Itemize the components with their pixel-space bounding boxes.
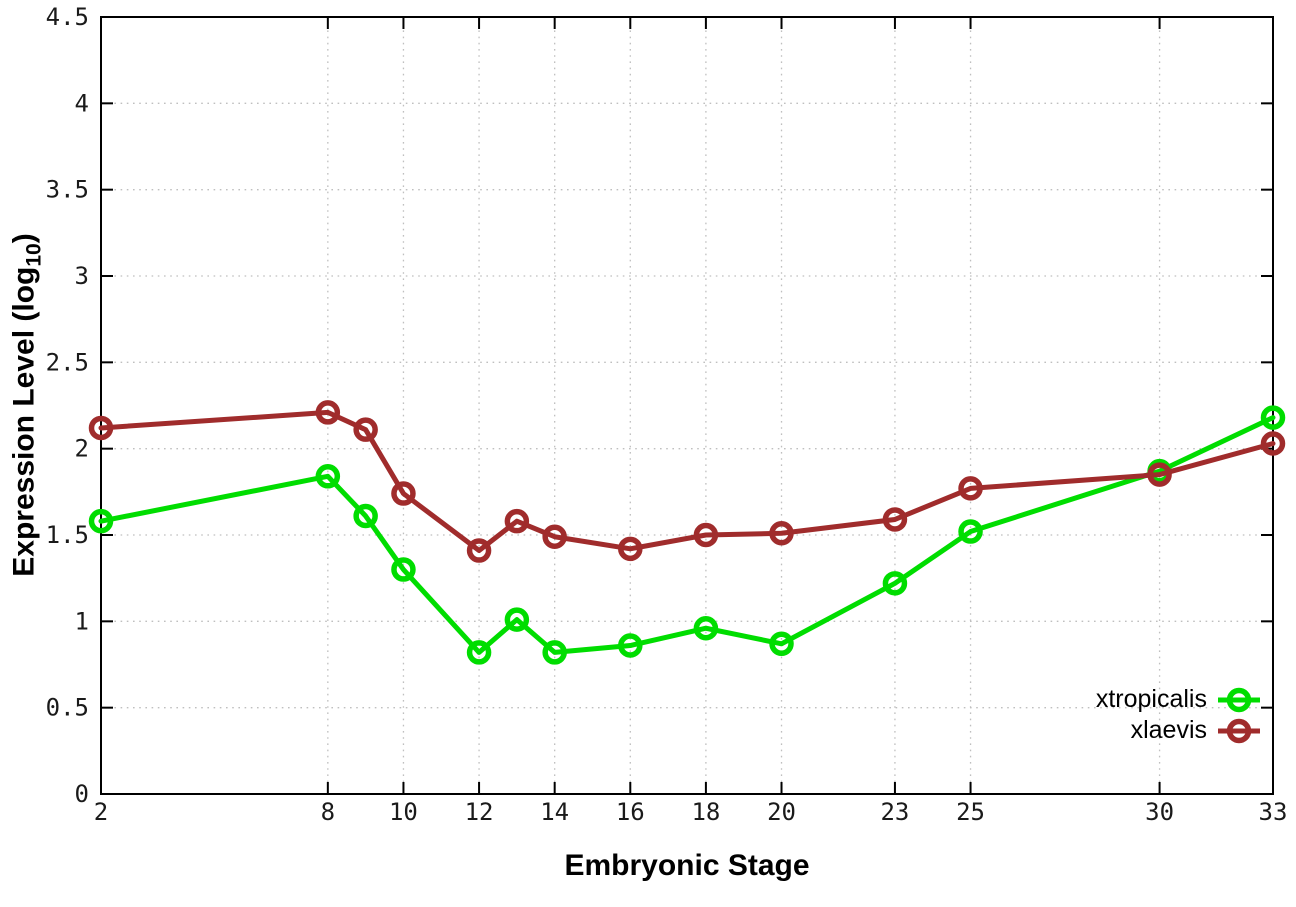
legend: xtropicalis xlaevis (1096, 684, 1262, 746)
marker-xlaevis-30 (1147, 462, 1172, 487)
marker-xtropicalis-25 (958, 519, 983, 544)
x-tick-label-18: 18 (691, 798, 720, 826)
y-axis-label-close: ) (7, 233, 41, 244)
x-tick-label-23: 23 (880, 798, 909, 826)
marker-xtropicalis-12 (466, 640, 492, 665)
x-axis-label: Embryonic Stage (564, 849, 810, 882)
marker-xlaevis-23 (882, 507, 908, 532)
plot-border (100, 16, 1274, 795)
marker-xlaevis-14 (542, 524, 567, 549)
marker-xtropicalis-10 (391, 557, 416, 582)
x-tick-label-33: 33 (1259, 798, 1288, 826)
y-tick-label-4: 4 (75, 89, 89, 117)
marker-xtropicalis-18 (693, 615, 719, 641)
x-tick-label-25: 25 (956, 798, 985, 826)
marker-xlaevis-33 (1260, 431, 1286, 456)
x-tick-label-2: 2 (94, 798, 108, 826)
marker-xlaevis-2 (88, 415, 114, 441)
marker-xlaevis-9 (353, 417, 378, 442)
marker-xlaevis-25 (958, 476, 983, 501)
y-tick-label-1.5: 1.5 (46, 521, 89, 549)
x-tick-label-14: 14 (540, 798, 569, 826)
marker-xtropicalis-16 (618, 633, 643, 658)
y-tick-label-3.5: 3.5 (46, 176, 89, 204)
y-tick-label-2: 2 (75, 435, 89, 463)
marker-xlaevis-20 (769, 521, 794, 546)
marker-xtropicalis-2 (88, 508, 114, 534)
x-tick-label-20: 20 (767, 798, 796, 826)
y-axis-label: Expression Level (log10) (8, 233, 47, 576)
marker-xtropicalis-14 (542, 640, 567, 665)
marker-xlaevis-16 (618, 536, 643, 562)
marker-xtropicalis-9 (353, 503, 378, 529)
legend-label-xlaevis: xlaevis (1130, 716, 1207, 744)
y-tick-label-0.5: 0.5 (46, 694, 89, 722)
y-tick-label-0: 0 (75, 780, 89, 808)
legend-label-xtropicalis: xtropicalis (1095, 685, 1207, 713)
y-tick-label-4.5: 4.5 (46, 3, 89, 31)
x-tick-label-30: 30 (1145, 798, 1174, 826)
legend-item-xtropicalis: xtropicalis (1096, 684, 1262, 715)
y-axis-label-subscript: 10 (22, 243, 46, 267)
marker-xlaevis-8 (315, 400, 341, 425)
x-tick-label-10: 10 (389, 798, 418, 826)
y-axis-label-main: Expression Level (log (7, 266, 41, 577)
marker-xlaevis-18 (693, 522, 719, 548)
marker-xlaevis-13 (504, 508, 530, 534)
y-tick-label-1: 1 (75, 607, 89, 635)
x-tick-label-16: 16 (616, 798, 645, 826)
legend-item-xlaevis: xlaevis (1096, 715, 1262, 746)
marker-xtropicalis-8 (315, 464, 341, 489)
marker-xlaevis-10 (391, 481, 416, 506)
legend-marker-xtropicalis (1218, 687, 1260, 712)
x-tick-label-12: 12 (465, 798, 494, 826)
marker-xtropicalis-33 (1260, 405, 1286, 430)
marker-xlaevis-12 (466, 538, 492, 563)
series-line-xlaevis (98, 409, 1276, 554)
y-tick-label-2.5: 2.5 (46, 348, 89, 376)
marker-xtropicalis-20 (769, 631, 794, 657)
y-tick-label-3: 3 (75, 262, 89, 290)
x-tick-label-8: 8 (321, 798, 335, 826)
marker-xtropicalis-23 (882, 571, 908, 596)
marker-xtropicalis-13 (504, 607, 530, 632)
legend-marker-xlaevis (1218, 718, 1260, 743)
